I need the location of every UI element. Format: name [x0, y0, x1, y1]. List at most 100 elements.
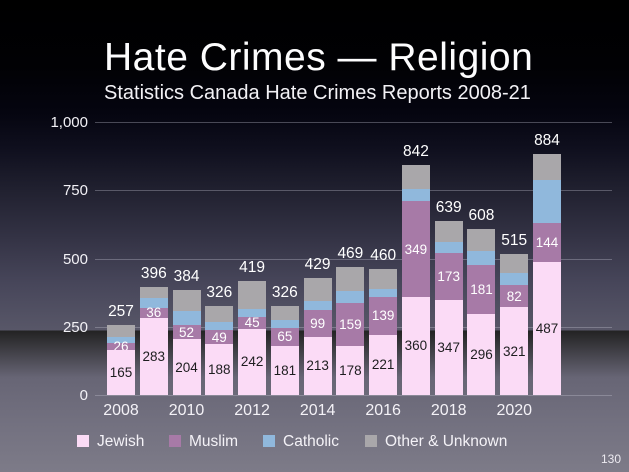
- x-axis-label-2020: 2020: [496, 402, 533, 419]
- bar-segment-muslim-2011: 49: [205, 329, 234, 345]
- bar-value-label: 165: [109, 364, 133, 380]
- bar-segment-catholic-2013: [270, 320, 299, 328]
- bar-value-label: 99: [310, 315, 326, 331]
- bar-value-label: 173: [437, 269, 460, 285]
- bar-segment-muslim-2017: 349: [401, 201, 430, 297]
- bar-segment-catholic-2021: [533, 180, 561, 223]
- bar-segment-catholic-2017: [401, 189, 430, 202]
- legend-swatch-catholic: [263, 435, 275, 447]
- bar-segment-muslim-2016: 139: [369, 296, 398, 335]
- y-axis-label: 250: [62, 318, 88, 336]
- bar-segment-other-unknown-2008: [107, 324, 135, 337]
- y-axis-label: 750: [62, 182, 88, 200]
- x-axis-label-2012: 2012: [234, 402, 270, 419]
- bar-segment-jewish-2018: 347: [434, 300, 463, 395]
- bar-total-label: 326: [206, 284, 233, 302]
- bar-segment-catholic-2014: [303, 300, 332, 310]
- legend-label: Jewish: [97, 433, 145, 450]
- bar-segment-other-unknown-2014: [303, 277, 332, 301]
- bar-segment-other-unknown-2019: [467, 229, 496, 252]
- bar-segment-jewish-2020: 321: [500, 307, 529, 395]
- bar-segment-catholic-2019: [467, 251, 496, 265]
- bar-value-label: 52: [179, 324, 195, 340]
- bar-segment-jewish-2010: 204: [172, 339, 201, 395]
- bar-segment-catholic-2018: [434, 242, 463, 254]
- bar-segment-catholic-2016: [369, 289, 398, 297]
- bar-segment-jewish-2014: 213: [303, 336, 332, 395]
- bar-segment-muslim-2019: 181: [467, 264, 496, 315]
- bar-total-label: 608: [468, 207, 495, 225]
- bar-segment-jewish-2008: 165: [107, 349, 135, 395]
- x-axis-label-2016: 2016: [365, 402, 401, 419]
- bar-value-label: 82: [506, 288, 522, 304]
- bar-segment-muslim-2013: 65: [270, 327, 299, 346]
- x-axis-label-2018: 2018: [430, 402, 467, 419]
- bar-total-label: 326: [271, 284, 298, 302]
- bar-segment-other-unknown-2011: [205, 306, 234, 323]
- bar-segment-other-unknown-2015: [336, 266, 365, 292]
- bar-segment-jewish-2021: 487: [533, 262, 561, 395]
- bar-total-label: 419: [239, 258, 266, 276]
- bar-total-label: 257: [108, 302, 134, 320]
- x-axis-label-2014: 2014: [299, 402, 336, 419]
- bar-2012: 242 45: [238, 280, 267, 395]
- bar-value-label: 144: [535, 234, 559, 250]
- bar-segment-other-unknown-2012: [238, 280, 267, 310]
- bar-value-label: 49: [211, 329, 227, 345]
- bar-total-label: 469: [337, 244, 364, 262]
- bar-value-label: 26: [113, 338, 129, 354]
- bar-value-label: 283: [142, 348, 166, 364]
- bar-value-label: 213: [306, 358, 329, 374]
- bar-total-label: 639: [435, 198, 462, 216]
- legend-label: Other & Unknown: [385, 433, 508, 450]
- bar-total-label: 515: [501, 232, 528, 250]
- bar-segment-muslim-2020: 82: [500, 285, 529, 308]
- bar-2018: 347 173: [434, 220, 463, 395]
- bar-segment-other-unknown-2018: [434, 220, 463, 243]
- bar-2017: 360 349: [401, 165, 430, 395]
- bar-2013: 181 65: [270, 306, 299, 395]
- bar-segment-muslim-2021: 144: [533, 222, 561, 263]
- bar-2014: 213 99: [303, 277, 332, 395]
- bar-segment-other-unknown-2017: [401, 165, 430, 190]
- bar-segment-catholic-2011: [205, 322, 234, 331]
- gridline-1000: [95, 122, 612, 123]
- bar-value-label: 181: [470, 282, 493, 297]
- bar-value-label: 296: [470, 347, 493, 363]
- slide-subtitle: Statistics Canada Hate Crimes Reports 20…: [104, 82, 531, 104]
- legend-swatch-other-unknown: [365, 435, 377, 447]
- bar-total-label: 429: [304, 255, 331, 273]
- bar-segment-other-unknown-2016: [369, 269, 398, 290]
- slide-title: Hate Crimes — Religion: [104, 36, 534, 79]
- bar-value-label: 178: [339, 363, 362, 379]
- bar-segment-other-unknown-2009: [139, 286, 168, 299]
- bar-2021: 487 144: [533, 153, 561, 395]
- bar-segment-jewish-2015: 178: [336, 346, 365, 395]
- bar-segment-catholic-2012: [238, 309, 267, 317]
- bar-segment-muslim-2014: 99: [303, 309, 332, 337]
- bar-2009: 283 36: [139, 286, 168, 395]
- bar-segment-catholic-2010: [172, 311, 201, 326]
- bar-total-label: 384: [173, 268, 200, 286]
- y-axis-label: 0: [79, 387, 88, 404]
- bar-segment-muslim-2018: 173: [434, 253, 463, 301]
- bar-value-label: 159: [339, 317, 362, 333]
- bar-segment-catholic-2020: [500, 273, 529, 285]
- bar-value-label: 349: [404, 241, 428, 257]
- bar-value-label: 139: [371, 308, 395, 324]
- page-number: 130: [600, 452, 621, 466]
- bar-segment-other-unknown-2020: [500, 254, 529, 274]
- bar-segment-muslim-2015: 159: [336, 303, 365, 347]
- bar-value-label: 204: [175, 359, 198, 375]
- x-axis-label-2008: 2008: [103, 402, 139, 419]
- bar-segment-muslim-2012: 45: [238, 316, 267, 330]
- bar-segment-other-unknown-2013: [270, 306, 299, 321]
- bar-value-label: 321: [502, 343, 526, 359]
- bar-segment-muslim-2008: 26: [107, 338, 135, 354]
- bar-segment-muslim-2010: 52: [172, 324, 201, 340]
- y-axis-label: 500: [62, 250, 88, 268]
- bar-segment-jewish-2009: 283: [139, 317, 168, 395]
- bar-2020: 321 82: [500, 254, 529, 395]
- bar-2011: 188 49: [205, 306, 234, 395]
